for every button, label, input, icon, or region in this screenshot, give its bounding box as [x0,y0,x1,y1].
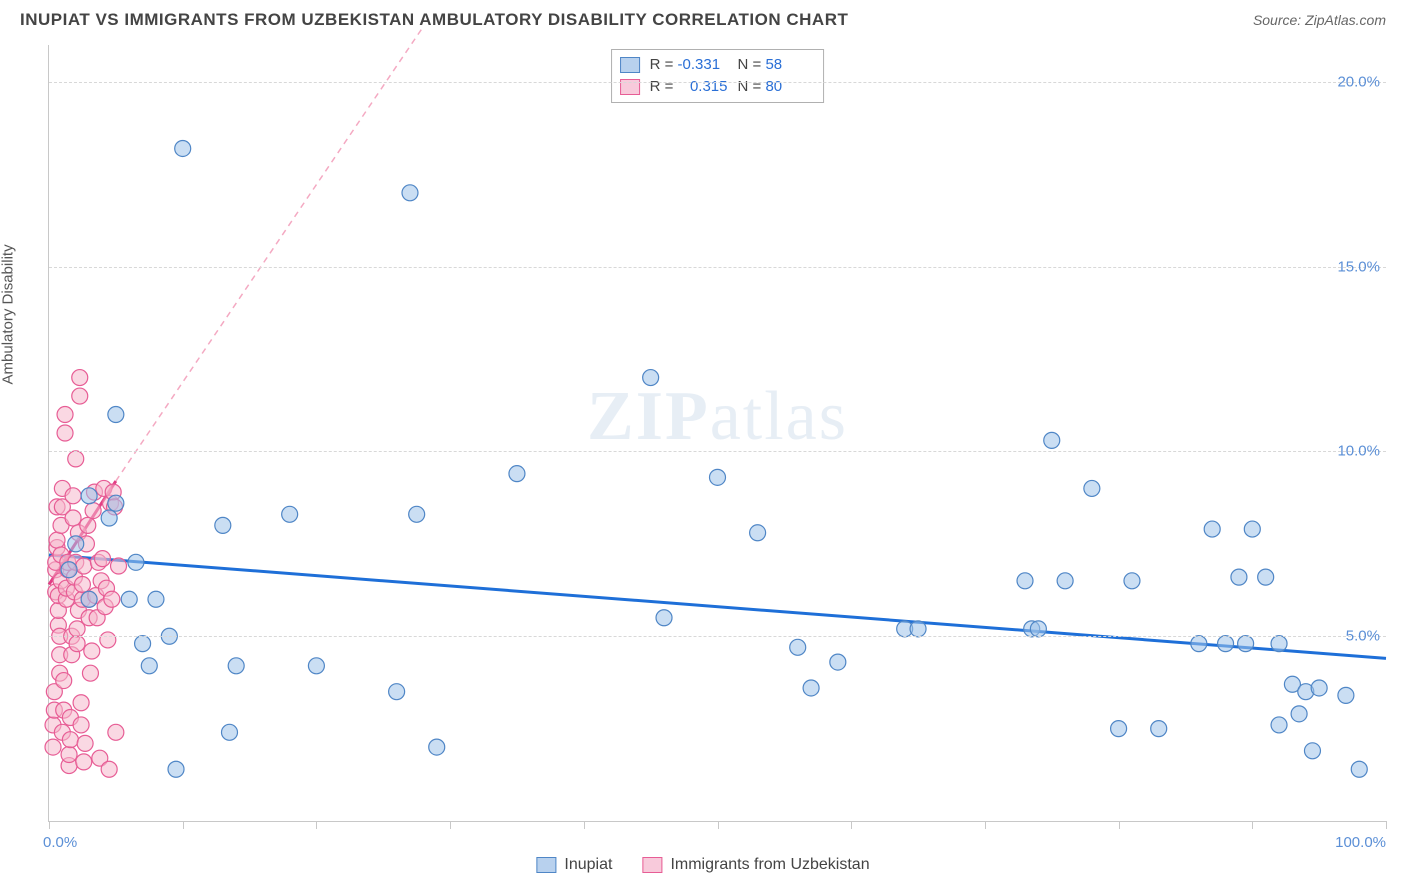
y-tick-label: 15.0% [1337,258,1380,275]
legend-item-pink: Immigrants from Uzbekistan [642,856,869,874]
x-tick [183,821,184,829]
corr-row-pink: R = 0.315 N = 80 [620,76,816,98]
x-axis-min-label: 0.0% [43,834,77,851]
x-tick [1386,821,1387,829]
pink-swatch-icon [642,857,662,873]
chart-title: INUPIAT VS IMMIGRANTS FROM UZBEKISTAN AM… [20,10,848,30]
x-tick [49,821,50,829]
x-tick [718,821,719,829]
x-tick [985,821,986,829]
chart-plot-area: ZIPatlas R = -0.331 N = 58 R = 0.315 N =… [48,45,1386,822]
gridline [49,82,1386,83]
source-credit: Source: ZipAtlas.com [1253,12,1386,28]
series-legend: Inupiat Immigrants from Uzbekistan [536,856,869,874]
x-tick [1119,821,1120,829]
correlation-legend: R = -0.331 N = 58 R = 0.315 N = 80 [611,49,825,103]
legend-label-pink: Immigrants from Uzbekistan [670,856,869,874]
blue-swatch-icon [536,857,556,873]
y-tick-label: 10.0% [1337,443,1380,460]
x-tick [316,821,317,829]
x-axis-max-label: 100.0% [1335,834,1386,851]
x-tick [450,821,451,829]
y-tick-label: 20.0% [1337,73,1380,90]
blue-swatch-icon [620,57,640,73]
y-tick-label: 5.0% [1346,628,1380,645]
x-tick [584,821,585,829]
corr-row-blue: R = -0.331 N = 58 [620,54,816,76]
legend-item-blue: Inupiat [536,856,612,874]
y-axis-label: Ambulatory Disability [0,244,17,384]
x-tick [851,821,852,829]
gridline [49,636,1386,637]
gridline [49,451,1386,452]
x-tick [1252,821,1253,829]
gridline [49,267,1386,268]
legend-label-blue: Inupiat [564,856,612,874]
scatter-plot-svg [49,45,1386,821]
